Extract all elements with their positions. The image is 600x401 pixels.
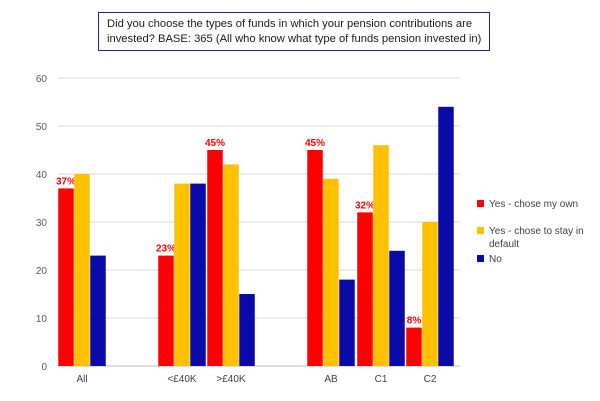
bar-0-3 (307, 150, 323, 366)
bar-1-5 (422, 222, 438, 366)
y-tick-label-0: 0 (41, 362, 47, 373)
y-tick-label-50: 50 (36, 122, 48, 133)
chart-title-box: Did you choose the types of funds in whi… (98, 12, 490, 51)
bar-1-2 (223, 164, 239, 366)
x-tick-label-1: <£40K (167, 374, 197, 385)
legend-label-2: No (489, 254, 502, 265)
bar-2-0 (90, 255, 106, 366)
y-tick-label-60: 60 (36, 74, 48, 85)
legend-swatch-0 (477, 200, 484, 207)
x-tick-label-2: >£40K (216, 374, 246, 385)
x-tick-label-0: All (76, 374, 87, 385)
bar-1-4 (373, 145, 389, 366)
bar-0-1 (158, 255, 174, 366)
data-label-1: 23% (156, 244, 176, 255)
bar-1-0 (74, 174, 90, 366)
y-tick-label-30: 30 (36, 218, 48, 229)
chart-title-line-1: Did you choose the types of funds in whi… (107, 18, 473, 30)
chart-title-line-2: invested? BASE: 365 (All who know what t… (107, 33, 482, 45)
data-label-5: 8% (407, 316, 422, 327)
legend-label-1: Yes - chose to stay in (489, 226, 584, 237)
bar-2-1 (190, 183, 206, 366)
data-label-3: 45% (305, 138, 325, 149)
y-tick-label-10: 10 (36, 314, 48, 325)
bar-1-3 (323, 178, 339, 366)
bar-2-2 (239, 294, 255, 366)
legend-label-1-line-1: default (489, 239, 519, 250)
bar-2-3 (339, 279, 355, 366)
data-label-4: 32% (355, 200, 375, 211)
legend-swatch-1 (477, 227, 484, 234)
data-label-0: 37% (56, 176, 76, 187)
bar-0-2 (207, 150, 223, 366)
bar-1-1 (174, 183, 190, 366)
x-tick-label-5: C2 (424, 374, 437, 385)
bar-0-5 (406, 327, 422, 366)
legend-label-0: Yes - chose my own (489, 199, 578, 210)
bar-2-5 (438, 106, 454, 367)
bar-2-4 (389, 250, 405, 366)
y-tick-label-40: 40 (36, 170, 48, 181)
x-tick-label-4: C1 (375, 374, 388, 385)
bar-0-4 (357, 212, 373, 366)
data-label-2: 45% (205, 138, 225, 149)
x-tick-label-3: AB (324, 374, 338, 385)
y-tick-label-20: 20 (36, 266, 48, 277)
bar-0-0 (58, 188, 74, 366)
legend-swatch-2 (477, 255, 484, 262)
